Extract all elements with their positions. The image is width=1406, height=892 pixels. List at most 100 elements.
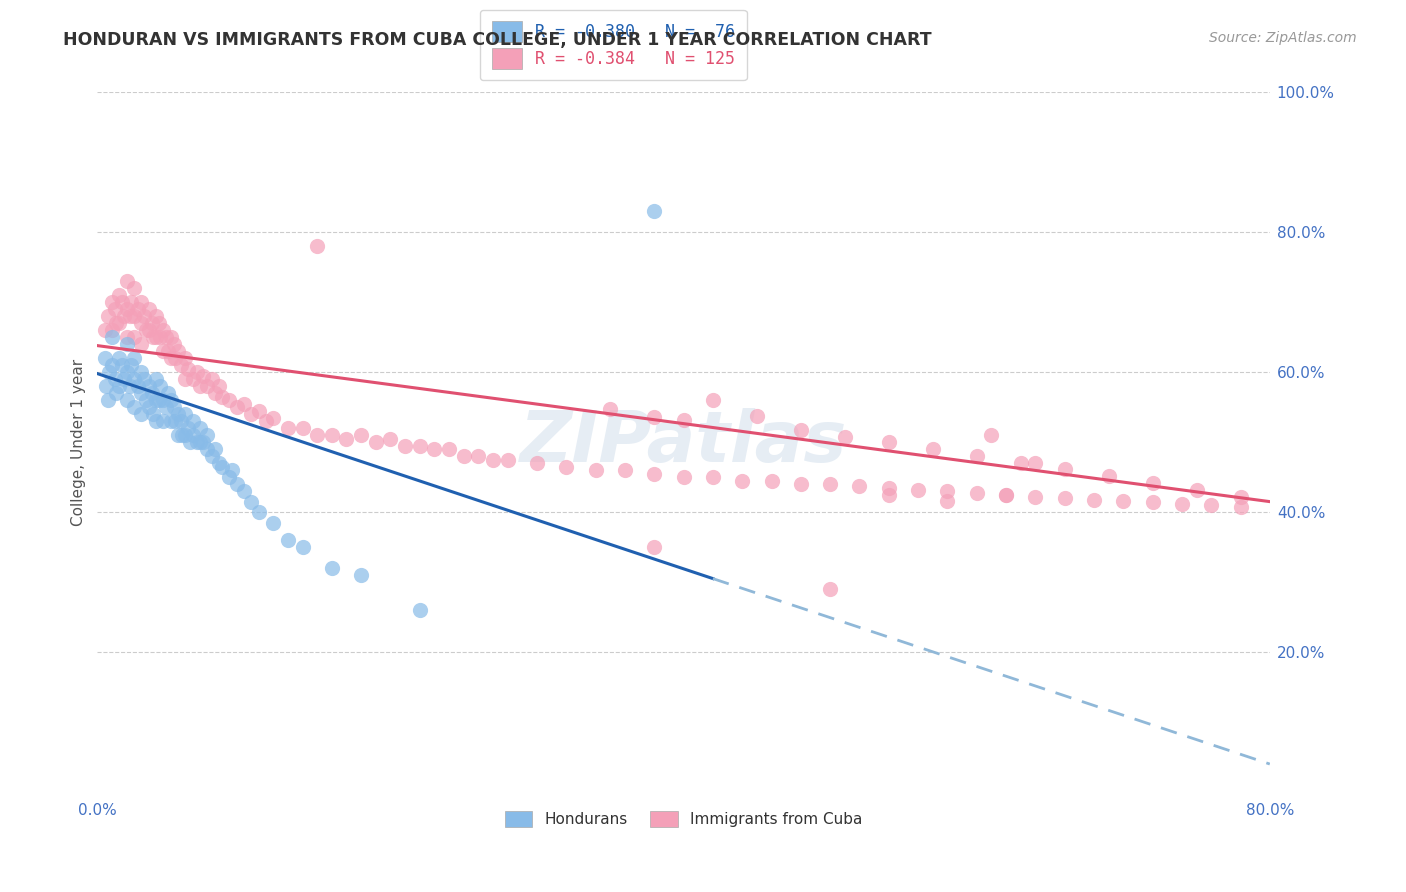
Point (122, 330, 145, 344)
Point (167, 407, 190, 421)
Point (131, 386, 153, 401)
Point (149, 379, 172, 393)
Point (307, 239, 329, 253)
Point (761, 474, 783, 488)
Point (936, 484, 959, 499)
Point (350, 428, 373, 442)
Legend: Hondurans, Immigrants from Cuba: Hondurans, Immigrants from Cuba (499, 805, 869, 833)
Point (101, 330, 124, 344)
Point (122, 281, 145, 295)
Point (94, 379, 117, 393)
Point (108, 288, 131, 302)
Point (159, 393, 181, 408)
Point (423, 442, 446, 457)
Point (291, 540, 314, 554)
Point (877, 488, 900, 502)
Point (195, 379, 218, 393)
Point (127, 379, 149, 393)
Point (174, 428, 197, 442)
Point (191, 368, 214, 383)
Point (93, 323, 115, 337)
Point (208, 456, 231, 470)
Point (177, 421, 200, 435)
Point (159, 330, 181, 344)
Point (1229, 500, 1251, 514)
Point (174, 372, 197, 386)
Point (672, 470, 695, 484)
Point (1199, 498, 1222, 512)
Point (225, 400, 247, 414)
Point (790, 423, 813, 437)
Point (350, 568, 373, 582)
Point (145, 414, 167, 428)
Point (599, 401, 621, 416)
Point (1097, 468, 1119, 483)
Point (1142, 495, 1164, 509)
Point (1053, 462, 1076, 476)
Point (97, 393, 120, 408)
Point (105, 386, 128, 401)
Point (138, 400, 160, 414)
Point (162, 400, 184, 414)
Y-axis label: College, Under 1 year: College, Under 1 year (72, 359, 86, 525)
Point (204, 442, 226, 457)
Point (138, 302, 160, 317)
Point (277, 421, 299, 435)
Point (643, 467, 665, 481)
Point (141, 316, 163, 330)
Point (834, 429, 856, 443)
Point (135, 323, 157, 337)
Point (131, 295, 153, 310)
Point (105, 316, 128, 330)
Point (115, 302, 138, 317)
Point (115, 274, 138, 288)
Point (120, 295, 142, 310)
Point (118, 379, 141, 393)
Point (131, 316, 153, 330)
Point (112, 372, 135, 386)
Point (141, 386, 163, 401)
Point (155, 400, 177, 414)
Point (1185, 483, 1208, 497)
Point (467, 449, 489, 463)
Point (877, 435, 900, 450)
Point (191, 435, 214, 450)
Point (108, 379, 131, 393)
Point (97, 310, 120, 324)
Point (966, 485, 988, 500)
Point (1083, 492, 1105, 507)
Point (204, 386, 226, 401)
Point (254, 414, 277, 428)
Point (482, 452, 505, 467)
Point (613, 463, 636, 477)
Point (262, 410, 284, 425)
Point (156, 344, 179, 359)
Point (496, 452, 519, 467)
Point (167, 428, 190, 442)
Point (907, 483, 929, 497)
Point (149, 330, 172, 344)
Point (111, 295, 134, 310)
Point (179, 435, 201, 450)
Point (745, 409, 768, 424)
Point (1112, 494, 1135, 508)
Point (195, 428, 218, 442)
Point (437, 442, 460, 457)
Point (966, 449, 988, 463)
Point (818, 582, 841, 596)
Point (335, 432, 357, 446)
Point (131, 407, 153, 421)
Point (1010, 456, 1032, 470)
Point (159, 414, 181, 428)
Point (101, 358, 124, 372)
Point (142, 407, 165, 421)
Point (936, 494, 959, 508)
Point (122, 310, 145, 324)
Point (1053, 491, 1076, 505)
Point (98, 365, 121, 379)
Point (145, 330, 167, 344)
Point (1024, 456, 1046, 470)
Point (163, 351, 186, 366)
Point (1229, 490, 1251, 504)
Point (122, 372, 145, 386)
